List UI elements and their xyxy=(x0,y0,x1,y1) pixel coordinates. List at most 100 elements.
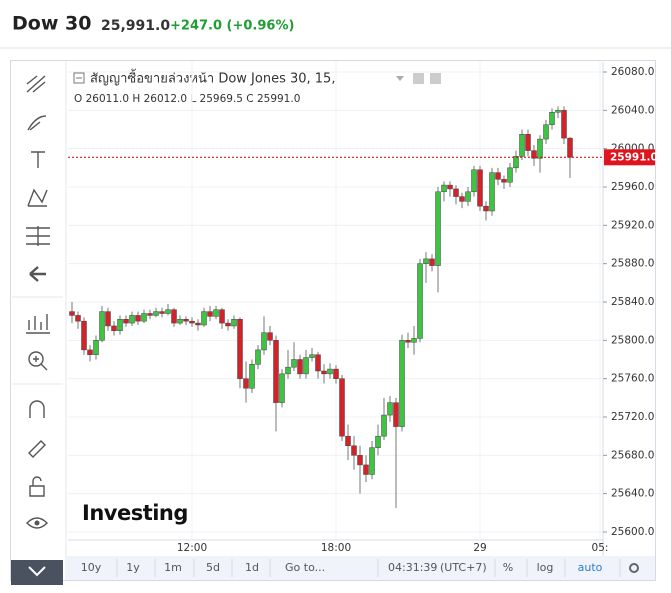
candle-body xyxy=(393,402,399,427)
x-tick-label: 05: xyxy=(592,542,609,554)
log-button[interactable]: log xyxy=(537,561,554,574)
candle-body xyxy=(279,373,285,403)
candle-body xyxy=(471,169,477,193)
candle-body xyxy=(87,349,93,355)
candle-body xyxy=(255,349,261,365)
range-button[interactable]: 1y xyxy=(126,561,140,574)
candle-body xyxy=(141,313,147,322)
candle-body xyxy=(567,137,573,158)
instrument-name: Dow 30 xyxy=(12,13,91,35)
percent-button[interactable]: % xyxy=(503,561,513,574)
x-tick-label: 29 xyxy=(473,542,486,554)
auto-button[interactable]: auto xyxy=(578,561,603,574)
candle-body xyxy=(195,322,201,326)
candle-body xyxy=(339,378,345,437)
candle-body xyxy=(447,184,453,190)
candle-body xyxy=(435,191,441,266)
candle-body xyxy=(123,319,129,324)
candle-body xyxy=(405,340,411,343)
candle-body xyxy=(75,315,81,322)
candle-body xyxy=(495,172,501,180)
candle-body xyxy=(267,332,273,341)
y-tick-label: 25680.0 xyxy=(611,449,654,461)
candle-body xyxy=(555,110,561,113)
candle-body xyxy=(219,309,225,324)
change: +247.0 (+0.96%) xyxy=(170,19,294,34)
candle-body xyxy=(159,311,165,314)
y-tick-label: 25800.0 xyxy=(611,334,654,346)
last-price-label: 25991.0 xyxy=(610,151,658,163)
candle-body xyxy=(333,368,339,379)
left-toolbar[interactable] xyxy=(11,75,63,585)
candle-body xyxy=(549,112,555,125)
x-tick-label: 12:00 xyxy=(177,542,207,554)
candle-body xyxy=(165,309,171,314)
candle-body xyxy=(243,378,249,389)
price: 25,991.0 xyxy=(101,18,170,34)
last-price-box xyxy=(604,149,655,166)
candle-body xyxy=(153,311,159,316)
bottom-bar xyxy=(67,556,655,580)
settings-icon[interactable] xyxy=(413,73,424,84)
candle-body xyxy=(201,311,207,326)
clock: 04:31:39 xyxy=(388,561,437,574)
candle-body xyxy=(129,315,135,324)
candle-body xyxy=(303,357,309,375)
candle-body xyxy=(417,263,423,339)
candle-body xyxy=(249,364,255,389)
candle-body xyxy=(501,179,507,183)
goto-button[interactable]: Go to... xyxy=(285,561,325,574)
candle-body xyxy=(399,340,405,427)
candle-body xyxy=(183,319,189,322)
candle-body xyxy=(285,366,291,375)
candle-body xyxy=(147,313,153,316)
candle-body xyxy=(117,319,123,331)
candle-body xyxy=(483,205,489,212)
candle-body xyxy=(375,435,381,448)
candle-body xyxy=(519,134,525,157)
candle-body xyxy=(531,150,537,159)
candle-body xyxy=(225,322,231,327)
candle-body xyxy=(81,320,87,351)
range-button[interactable]: 1m xyxy=(164,561,182,574)
candle-body xyxy=(465,191,471,202)
legend: สัญญาซื้อขายล่วงหน้า Dow Jones 30, 15, xyxy=(90,69,335,87)
range-button[interactable]: 10y xyxy=(81,561,102,574)
candle-body xyxy=(171,309,177,324)
candle-body xyxy=(93,340,99,355)
watermark: Investing xyxy=(82,501,188,525)
settings-icon[interactable] xyxy=(430,73,441,84)
candle-body xyxy=(429,258,435,266)
candle-body xyxy=(231,319,237,327)
y-tick-label: 25640.0 xyxy=(611,488,654,500)
settings-button[interactable] xyxy=(629,563,639,573)
candle-body xyxy=(69,311,75,316)
candle-body xyxy=(537,138,543,159)
range-button[interactable]: 1d xyxy=(245,561,259,574)
y-tick-label: 25720.0 xyxy=(611,411,654,423)
dropdown[interactable] xyxy=(396,76,404,81)
y-tick-label: 25960.0 xyxy=(611,181,654,193)
y-tick-label: 25760.0 xyxy=(611,373,654,385)
candle-body xyxy=(327,368,333,375)
candle-body xyxy=(411,338,417,343)
candle-body xyxy=(441,184,447,193)
candle-body xyxy=(297,359,303,375)
collapse-box[interactable] xyxy=(73,72,85,84)
candle-body xyxy=(315,354,321,372)
candle-body xyxy=(237,319,243,379)
candle-body xyxy=(387,402,393,416)
candle-body xyxy=(135,315,141,322)
candle-body xyxy=(207,311,213,317)
candle-body xyxy=(99,311,105,341)
candle-body xyxy=(291,359,297,368)
y-tick-label: 25840.0 xyxy=(611,296,654,308)
candle-body xyxy=(381,414,387,437)
y-tick-label: 25920.0 xyxy=(611,219,654,231)
candle-body xyxy=(351,445,357,456)
range-button[interactable]: 5d xyxy=(206,561,220,574)
candle-body xyxy=(177,319,183,324)
timezone: (UTC+7) xyxy=(440,561,487,574)
candle-body xyxy=(459,196,465,202)
